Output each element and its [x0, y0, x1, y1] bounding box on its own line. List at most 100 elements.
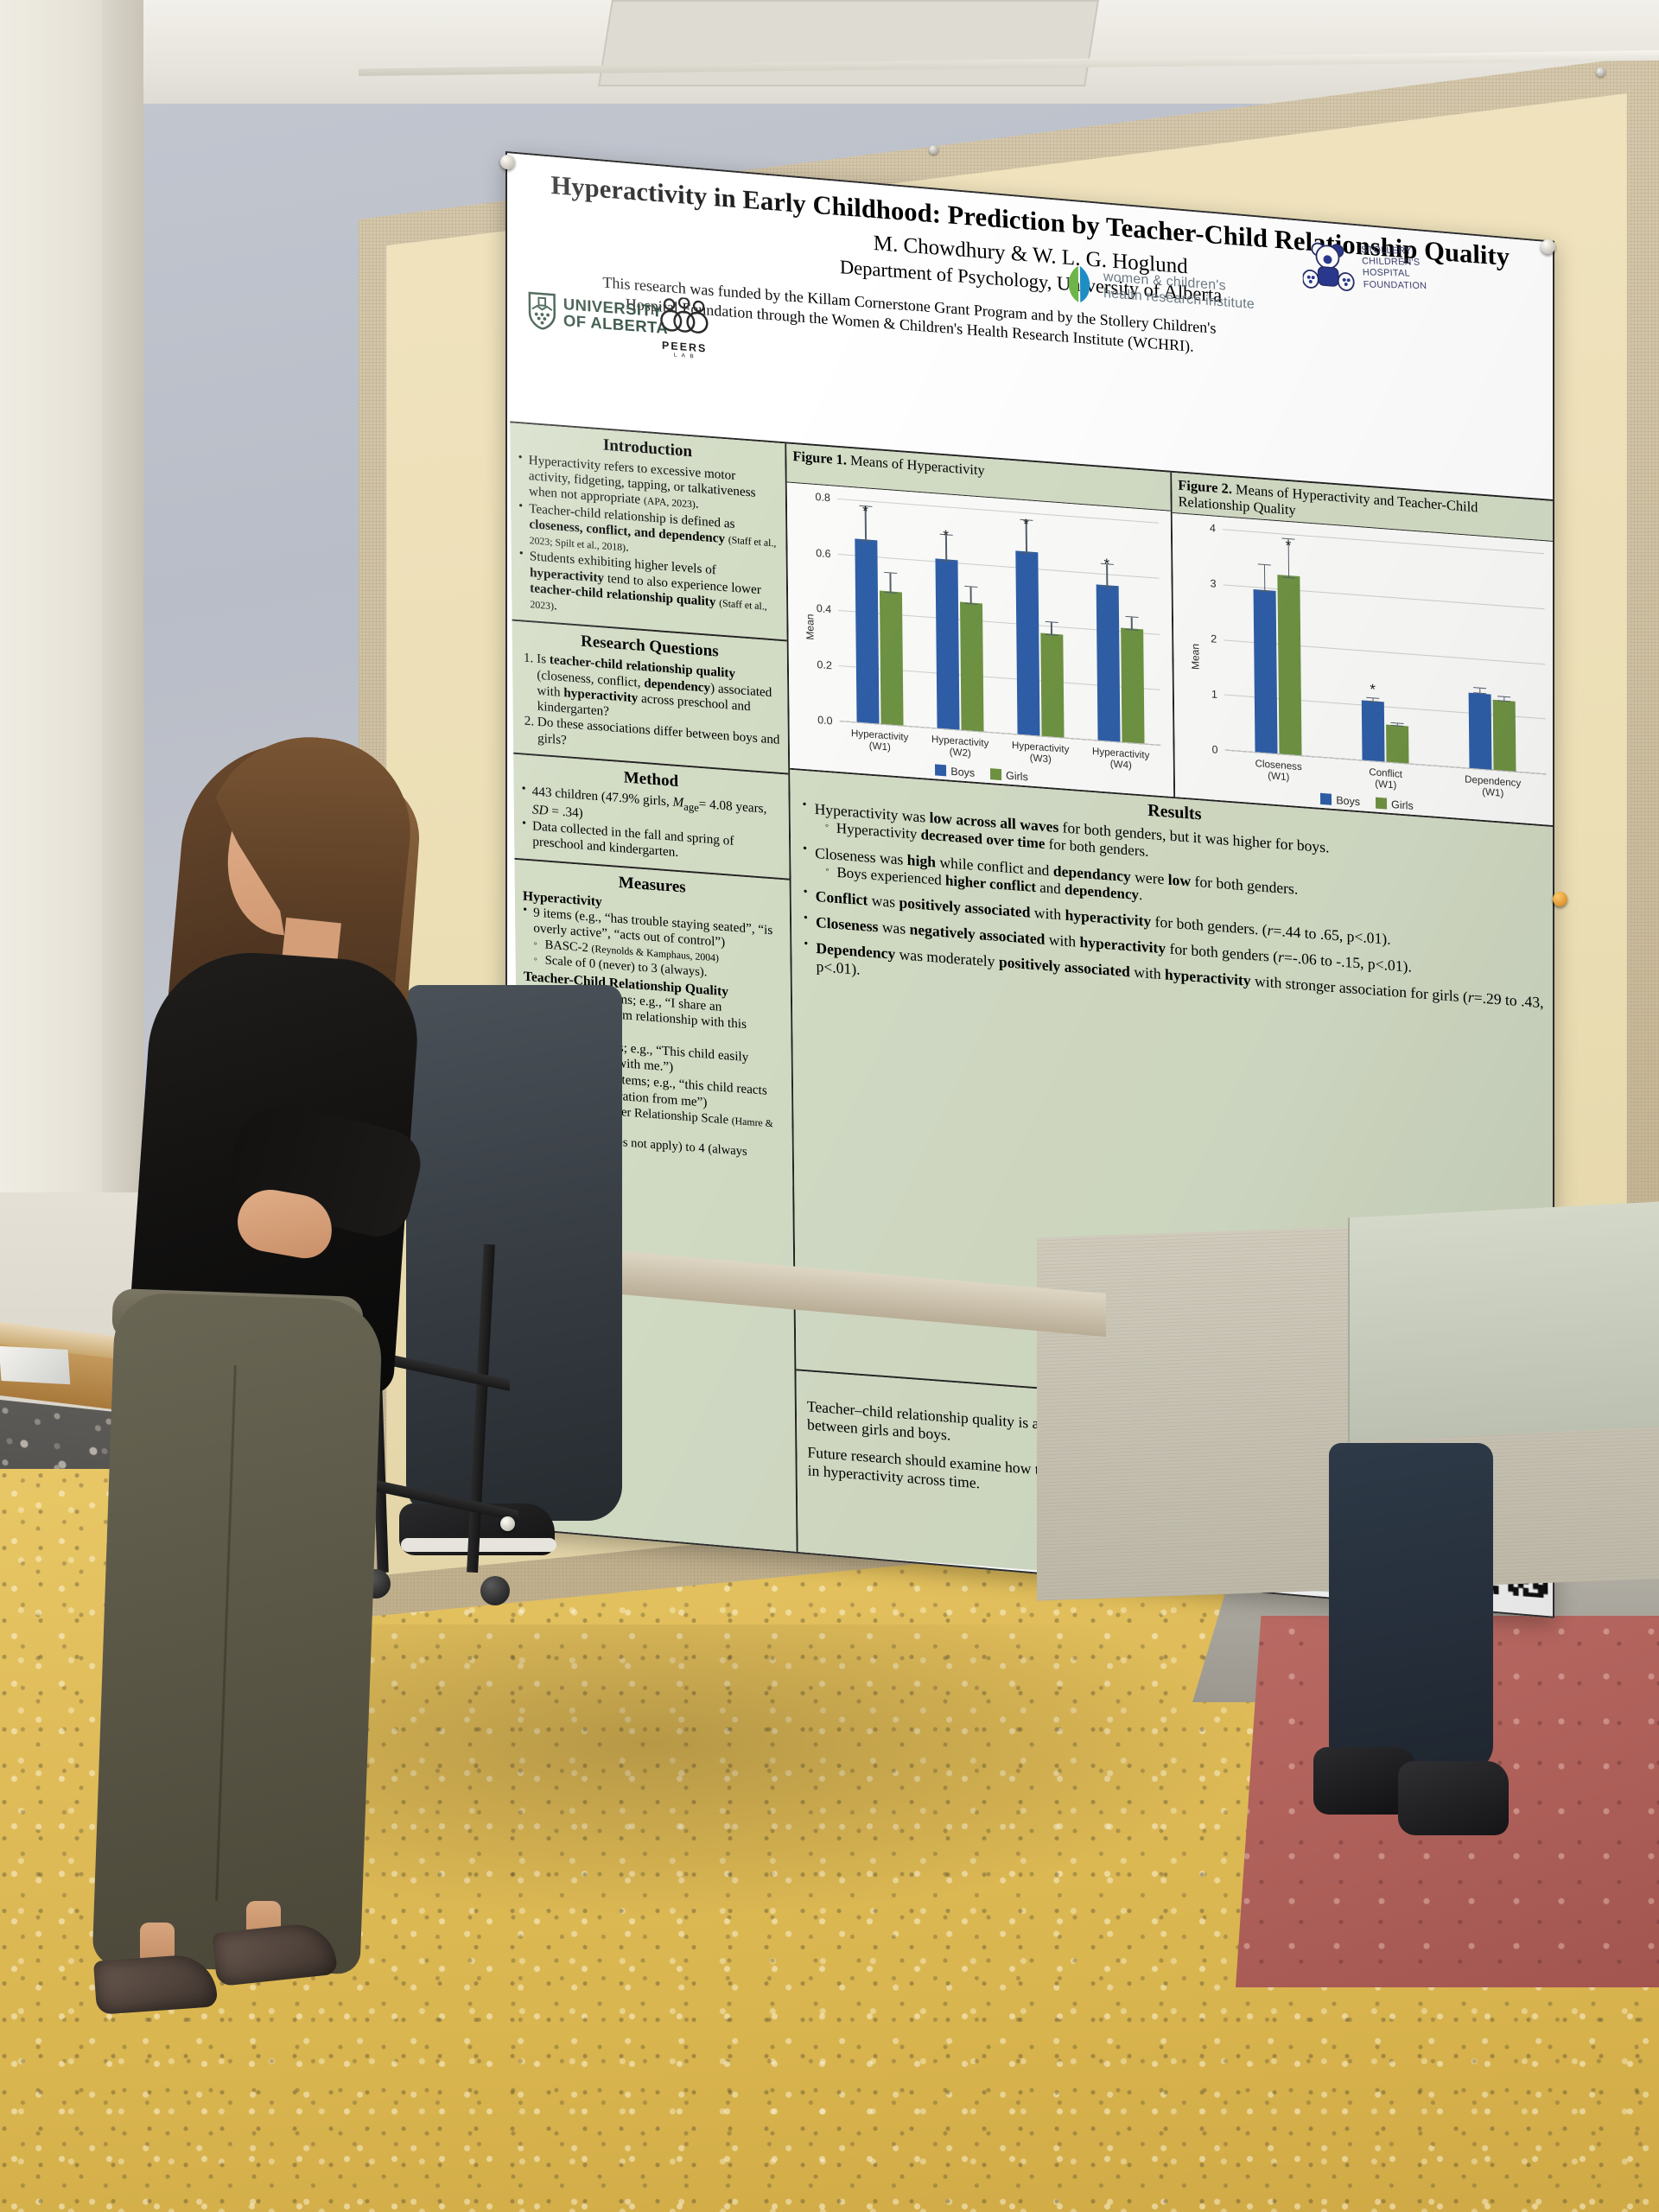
- bar-group: * Hyperactivity (W1): [837, 499, 920, 753]
- figure-1-caption-text: Means of Hyperactivity: [846, 451, 985, 479]
- wchri-logo: women & children's health research insti…: [1061, 262, 1255, 318]
- bar-boys: *: [1014, 516, 1040, 736]
- bar-boys: *: [1096, 556, 1121, 742]
- poster-presenter: [86, 743, 449, 2100]
- poster-pin-bottom-left: [500, 1516, 515, 1531]
- background-person-right: [1305, 1443, 1521, 1892]
- y-axis-tick: 0.4: [816, 602, 832, 616]
- y-axis-tick: 0: [1211, 743, 1218, 756]
- ceiling-panel: [598, 0, 1099, 86]
- stollery-logo: STOLLERY CHILDREN'S HOSPITAL FOUNDATION: [1302, 238, 1427, 300]
- stollery-bear-icon: [1302, 242, 1355, 291]
- bar-group: * Hyperactivity (W3): [998, 511, 1081, 765]
- y-axis-tick: 3: [1210, 577, 1217, 590]
- legend-label-girls: Girls: [1391, 798, 1414, 812]
- figure-1: Figure 1. Means of Hyperactivity Mean 0.…: [786, 443, 1176, 798]
- figure-1-chart: Mean 0.0 0.2 0.4 0.6 0.8 * Hyperactivity (W1) *…: [787, 482, 1173, 797]
- cart-caster: [480, 1576, 510, 1605]
- poster-pin-orange: [1553, 892, 1567, 906]
- floor-shadow: [242, 1624, 1262, 1918]
- x-axis-tick: Hyperactivity (W2): [931, 734, 989, 760]
- error-bar: [1473, 687, 1487, 695]
- poster-pin-top-right: [1541, 239, 1555, 254]
- ua-wordmark: UNIVERSITY OF ALBERTA: [563, 295, 669, 338]
- error-bar: [1045, 621, 1058, 636]
- legend-swatch-girls: [990, 768, 1002, 781]
- legend-label-boys: Boys: [950, 765, 976, 779]
- cart-leg: [467, 1243, 495, 1573]
- significance-marker: *: [1285, 537, 1292, 555]
- error-bar: [1257, 563, 1272, 593]
- y-axis-tick: 2: [1211, 632, 1217, 645]
- wchri-leaf-icon: [1068, 265, 1090, 302]
- error-bar: [1497, 695, 1511, 702]
- figure-2-body: Mean 0 1 2 3 4 * Closeness (W1) * Conflict (W1) D…: [1172, 513, 1554, 826]
- y-axis-tick: 1: [1211, 688, 1217, 701]
- y-axis-tick: 0.2: [817, 658, 832, 671]
- poster-header: Hyperactivity in Early Childhood: Predic…: [507, 153, 1554, 500]
- figure-1-plot-area: 0.0 0.2 0.4 0.6 0.8 * Hyperactivity (W1) * Hyper…: [815, 491, 1161, 772]
- cabinet: [1348, 1201, 1659, 1443]
- presenter-trousers: [92, 1291, 384, 1975]
- legend-swatch-girls: [1376, 797, 1388, 810]
- error-bar: [1366, 696, 1380, 702]
- significance-marker: *: [1370, 680, 1376, 698]
- figure-1-body: Mean 0.0 0.2 0.4 0.6 0.8 * Hyperactivity (W1) *…: [786, 482, 1174, 798]
- bar-girls: [1039, 621, 1065, 738]
- significance-marker: *: [862, 503, 868, 520]
- wchri-wordmark: women & children's health research insti…: [1103, 270, 1255, 314]
- bar-group: * Hyperactivity (W4): [1078, 517, 1161, 772]
- university-of-alberta-logo: UNIVERSITY OF ALBERTA: [528, 291, 669, 340]
- board-screw: [1596, 67, 1605, 77]
- y-axis-tick: 0.8: [815, 490, 830, 505]
- error-bar: [1125, 616, 1139, 631]
- bar-group: * Closeness (W1): [1223, 529, 1332, 783]
- paper-on-counter: [0, 1345, 71, 1385]
- bar-girls: *: [1277, 537, 1302, 756]
- figure-1-y-axis-label: Mean: [804, 613, 817, 641]
- x-axis-tick: Dependency (W1): [1465, 773, 1522, 799]
- bar-girls: [1120, 616, 1145, 744]
- error-bar: [1390, 722, 1404, 727]
- legend-item-boys: Boys: [1320, 792, 1361, 809]
- figure-2-plot-area: 0 1 2 3 4 * Closeness (W1) * Conflict (W1) Depend…: [1210, 522, 1547, 799]
- research-poster[interactable]: Hyperactivity in Early Childhood: Predic…: [505, 151, 1554, 1618]
- peers-lab-logo: PEERS L A B: [656, 296, 714, 361]
- bar-boys: *: [1361, 681, 1385, 762]
- legend-label-boys: Boys: [1336, 794, 1361, 809]
- research-poster-wrap: Hyperactivity in Early Childhood: Predic…: [500, 151, 1567, 1618]
- figure-2-chart: Mean 0 1 2 3 4 * Closeness (W1) * Conflict (W1) D…: [1173, 513, 1554, 826]
- ua-shield-icon: [528, 291, 556, 330]
- y-axis-tick: 0.6: [816, 546, 831, 560]
- research-questions-list: Is teacher-child relationship quality (c…: [520, 651, 780, 765]
- significance-marker: *: [1103, 555, 1110, 573]
- bar-groups: * Hyperactivity (W1) * Hyperactivity (W2) * H…: [837, 499, 1161, 772]
- background-person-right-pants: [1329, 1443, 1493, 1771]
- bar-boys: [1253, 563, 1278, 754]
- background-person-coat: [399, 985, 631, 1599]
- peers-paw-icon: [660, 296, 709, 334]
- section-introduction: Introduction Hyperactivity refers to exc…: [510, 423, 787, 642]
- bar-group: * Hyperactivity (W2): [918, 505, 1001, 759]
- legend-item-girls: Girls: [1376, 797, 1414, 812]
- bar-girls: [879, 572, 904, 726]
- bar-group: * Conflict (W1): [1330, 537, 1440, 791]
- x-axis-tick: Conflict (W1): [1369, 766, 1403, 791]
- x-axis-tick: Hyperactivity (W1): [850, 728, 909, 753]
- bar-girls: [1386, 722, 1409, 764]
- stollery-wordmark: STOLLERY CHILDREN'S HOSPITAL FOUNDATION: [1360, 245, 1427, 291]
- significance-marker: *: [943, 527, 950, 544]
- legend-swatch-boys: [1320, 792, 1332, 805]
- error-bar: [883, 572, 897, 594]
- board-screw: [929, 145, 938, 155]
- section-research-questions: Research Questions Is teacher-child rela…: [512, 620, 789, 775]
- bar-girls: [959, 586, 984, 732]
- error-bar: [963, 586, 978, 605]
- y-axis-tick: 0.0: [817, 714, 833, 728]
- legend-swatch-boys: [935, 764, 947, 777]
- bar-boys: *: [854, 503, 880, 724]
- y-axis-tick: 4: [1209, 522, 1216, 535]
- bar-group: Dependency (W1): [1437, 545, 1547, 799]
- bar-boys: [1468, 687, 1492, 770]
